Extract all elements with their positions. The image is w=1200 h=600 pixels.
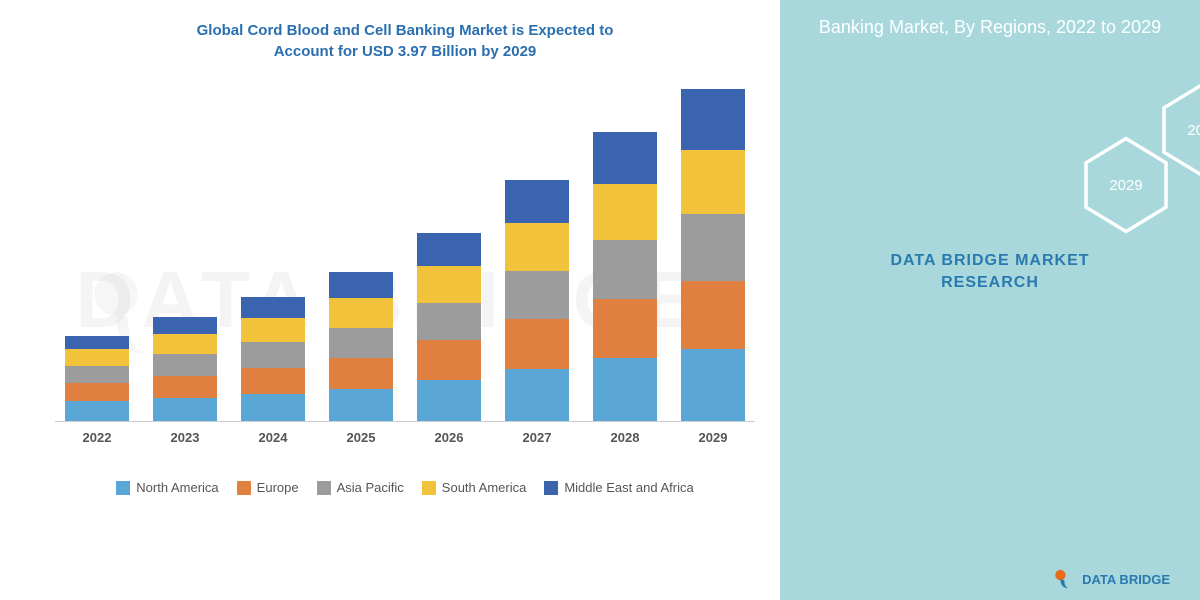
bar-stack (593, 132, 657, 421)
bar-segment (65, 349, 129, 365)
bar-segment (681, 150, 745, 214)
bar-segment (505, 180, 569, 223)
brand-text: DATA BRIDGE MARKET RESEARCH (780, 250, 1200, 295)
chart-plot: 2022 2023 2024 2025 2026 2027 2028 2029 (55, 82, 755, 462)
hexagon-2029-label: 2029 (1109, 177, 1142, 194)
bar-segment (681, 89, 745, 150)
x-axis-label: 2027 (505, 430, 569, 445)
bar-segment (417, 266, 481, 303)
bar-stack (681, 89, 745, 421)
bar-segment (153, 334, 217, 354)
x-axis-label: 2028 (593, 430, 657, 445)
bar-segment (593, 299, 657, 358)
legend-item: South America (422, 480, 527, 495)
bar-segment (681, 214, 745, 281)
chart-title: Global Cord Blood and Cell Banking Marke… (40, 20, 770, 62)
bar-segment (153, 354, 217, 376)
bar-group (505, 82, 569, 421)
bar-stack (329, 272, 393, 421)
hexagon-2022-label: 2022 (1187, 122, 1200, 139)
legend-item: Asia Pacific (317, 480, 404, 495)
legend-swatch (116, 481, 130, 495)
bar-stack (505, 180, 569, 421)
legend-item: Europe (237, 480, 299, 495)
bar-group (681, 82, 745, 421)
bar-segment (153, 317, 217, 334)
legend-swatch (422, 481, 436, 495)
legend-label: Europe (257, 480, 299, 495)
bar-segment (329, 328, 393, 358)
x-axis-label: 2026 (417, 430, 481, 445)
x-axis-labels: 2022 2023 2024 2025 2026 2027 2028 2029 (55, 422, 755, 445)
x-axis-label: 2025 (329, 430, 393, 445)
chart-title-line2: Account for USD 3.97 Billion by 2029 (274, 43, 537, 60)
legend-item: North America (116, 480, 218, 495)
x-axis-label: 2029 (681, 430, 745, 445)
main-container: DATA BRIDGE Global Cord Blood and Cell B… (0, 0, 1200, 600)
legend-swatch (544, 481, 558, 495)
bar-segment (241, 368, 305, 394)
bar-segment (417, 380, 481, 421)
hexagon-2029: 2029 (1082, 135, 1170, 235)
bar-segment (65, 366, 129, 384)
legend-swatch (237, 481, 251, 495)
bar-segment (241, 297, 305, 318)
chart-legend: North America Europe Asia Pacific South Ame… (40, 480, 770, 495)
right-panel: Banking Market, By Regions, 2022 to 2029… (780, 0, 1200, 600)
bar-segment (505, 319, 569, 369)
legend-swatch (317, 481, 331, 495)
footer-logo-text: DATA BRIDGE (1082, 572, 1170, 587)
bar-segment (593, 184, 657, 240)
x-axis-label: 2023 (153, 430, 217, 445)
bar-group (153, 82, 217, 421)
bar-segment (329, 298, 393, 328)
x-axis-label: 2022 (65, 430, 129, 445)
bar-segment (593, 132, 657, 184)
bar-segment (681, 349, 745, 421)
legend-label: South America (442, 480, 527, 495)
bar-group (329, 82, 393, 421)
right-panel-title: Banking Market, By Regions, 2022 to 2029 (800, 15, 1180, 40)
legend-item: Middle East and Africa (544, 480, 693, 495)
bar-group (593, 82, 657, 421)
chart-title-line1: Global Cord Blood and Cell Banking Marke… (197, 22, 614, 39)
bar-segment (505, 369, 569, 421)
bar-segment (329, 272, 393, 299)
bar-segment (417, 340, 481, 379)
bar-group (241, 82, 305, 421)
bar-segment (505, 223, 569, 270)
bar-segment (65, 383, 129, 401)
bar-segment (65, 336, 129, 349)
footer-logo-icon (1050, 566, 1076, 592)
bar-stack (153, 317, 217, 421)
bar-stack (241, 297, 305, 421)
legend-label: Asia Pacific (337, 480, 404, 495)
bar-segment (417, 303, 481, 341)
bar-segment (65, 401, 129, 421)
legend-label: Middle East and Africa (564, 480, 693, 495)
bar-group (417, 82, 481, 421)
bar-segment (505, 271, 569, 319)
brand-line1: DATA BRIDGE MARKET (890, 252, 1089, 269)
brand-line2: RESEARCH (941, 274, 1039, 291)
bar-segment (593, 358, 657, 421)
bar-segment (153, 376, 217, 397)
bar-segment (417, 233, 481, 266)
bars-container (55, 82, 755, 422)
bar-segment (241, 342, 305, 368)
bar-group (65, 82, 129, 421)
footer-logo: DATA BRIDGE (1050, 566, 1170, 592)
bar-segment (241, 318, 305, 342)
bar-segment (593, 240, 657, 299)
bar-segment (329, 389, 393, 421)
bar-segment (153, 398, 217, 421)
legend-label: North America (136, 480, 218, 495)
bar-segment (241, 394, 305, 421)
bar-segment (329, 358, 393, 388)
x-axis-label: 2024 (241, 430, 305, 445)
bar-stack (65, 336, 129, 421)
bar-segment (681, 281, 745, 349)
bar-stack (417, 233, 481, 421)
chart-area: DATA BRIDGE Global Cord Blood and Cell B… (0, 0, 780, 600)
